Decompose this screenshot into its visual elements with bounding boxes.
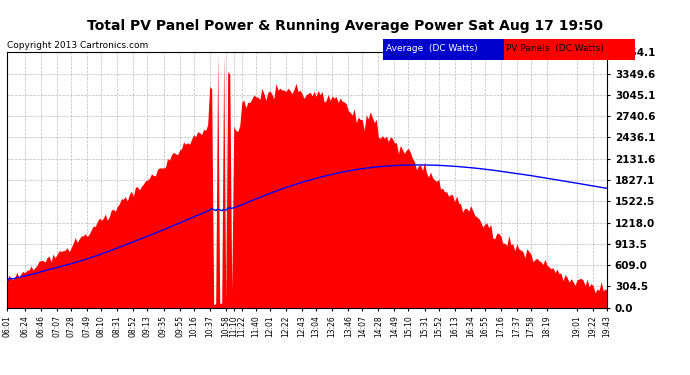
Text: PV Panels  (DC Watts): PV Panels (DC Watts) xyxy=(506,44,604,53)
Text: Copyright 2013 Cartronics.com: Copyright 2013 Cartronics.com xyxy=(7,41,148,50)
Text: Total PV Panel Power & Running Average Power Sat Aug 17 19:50: Total PV Panel Power & Running Average P… xyxy=(87,19,603,33)
Text: Average  (DC Watts): Average (DC Watts) xyxy=(386,44,477,53)
